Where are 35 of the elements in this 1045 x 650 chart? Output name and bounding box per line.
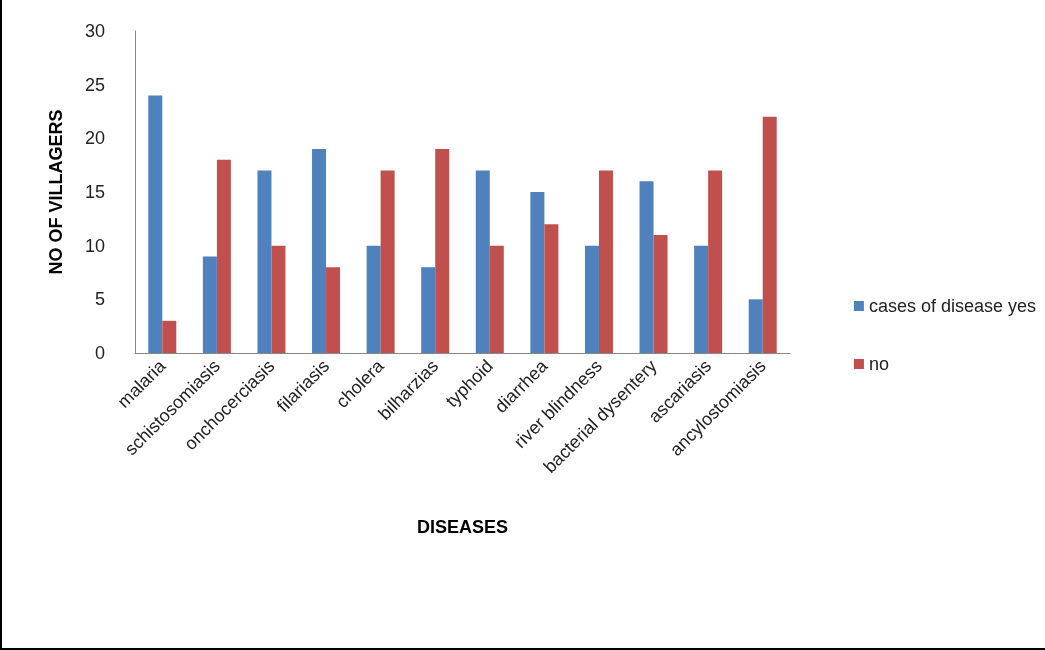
bar <box>584 245 599 353</box>
y-tick-label: 5 <box>94 289 105 310</box>
bar <box>530 192 545 353</box>
y-tick-label: 25 <box>84 74 105 95</box>
bar <box>694 245 709 353</box>
bar <box>435 149 450 353</box>
bar <box>148 95 163 353</box>
bar <box>489 245 504 353</box>
bar <box>257 170 272 353</box>
bar <box>544 224 559 353</box>
x-axis-title: DISEASES <box>416 517 509 537</box>
bar <box>366 245 381 353</box>
bar <box>762 116 777 353</box>
legend-label: cases of disease yes <box>868 296 1036 316</box>
bar <box>202 256 217 353</box>
y-axis-title: NO OF VILLAGERS <box>46 109 66 275</box>
bar <box>216 159 231 353</box>
legend-label: no <box>868 354 889 374</box>
bar <box>421 267 436 353</box>
y-tick-label: 20 <box>84 128 105 149</box>
y-tick-label: 10 <box>84 235 105 256</box>
bar <box>639 181 654 353</box>
bar <box>475 170 490 353</box>
bar <box>326 267 341 353</box>
bar <box>653 234 668 353</box>
bar <box>312 149 327 353</box>
bar <box>708 170 723 353</box>
y-tick-label: 30 <box>84 21 105 41</box>
bar <box>380 170 395 353</box>
bar <box>271 245 286 353</box>
y-tick-label: 15 <box>84 182 105 202</box>
bar <box>162 320 177 353</box>
bar <box>598 170 613 353</box>
bar <box>748 299 763 353</box>
y-tick-label: 0 <box>94 343 105 363</box>
